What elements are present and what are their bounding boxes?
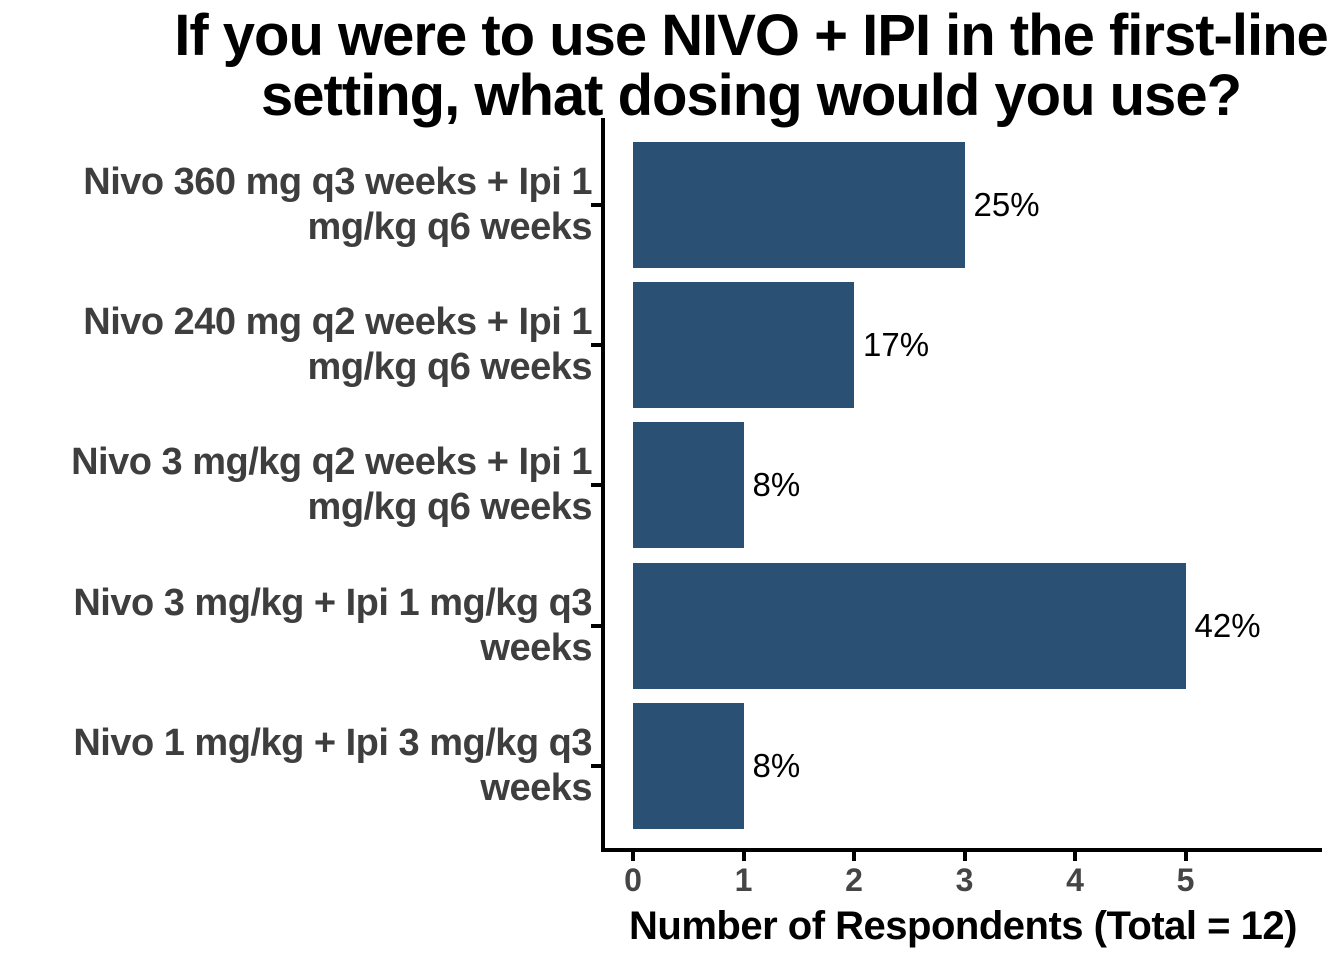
category-label: Nivo 360 mg q3 weeks + Ipi 1 mg/kg q6 wee… <box>30 160 592 250</box>
category-label-line: weeks <box>480 626 592 669</box>
x-axis-tick <box>1183 852 1188 861</box>
category-label: Nivo 3 mg/kg + Ipi 1 mg/kg q3 weeks <box>30 581 592 671</box>
category-label-line: mg/kg q6 weeks <box>307 345 593 388</box>
category-label: Nivo 1 mg/kg + Ipi 3 mg/kg q3 weeks <box>30 721 592 811</box>
category-label-line: Nivo 3 mg/kg q2 weeks + Ipi 1 <box>71 441 592 484</box>
category-label: Nivo 240 mg q2 weeks + Ipi 1 mg/kg q6 wee… <box>30 300 592 390</box>
y-axis-tick <box>591 764 603 769</box>
x-axis-tick-label: 5 <box>1176 862 1195 898</box>
bar <box>633 422 744 549</box>
category-label-line: mg/kg q6 weeks <box>307 486 593 529</box>
x-axis-tick-label: 4 <box>1066 862 1084 898</box>
bar-value-label: 42% <box>1194 606 1261 644</box>
x-axis-tick-label: 0 <box>624 862 642 898</box>
y-axis-tick <box>591 483 603 488</box>
y-axis-tick <box>591 623 603 628</box>
category-label-line: Nivo 1 mg/kg + Ipi 3 mg/kg q3 <box>73 722 592 765</box>
x-axis-tick-label: 2 <box>845 862 863 898</box>
x-axis-tick <box>631 852 635 861</box>
bar <box>633 141 965 268</box>
category-label-line: Nivo 360 mg q3 weeks + Ipi 1 <box>83 160 592 203</box>
x-axis-tick <box>852 852 856 861</box>
x-axis-line <box>601 848 1322 852</box>
bar <box>633 562 1186 689</box>
bar-value-label: 17% <box>863 325 930 363</box>
category-label-line: Nivo 240 mg q2 weeks + Ipi 1 <box>83 300 592 343</box>
category-label-line: mg/kg q6 weeks <box>307 205 593 248</box>
category-label: Nivo 3 mg/kg q2 weeks + Ipi 1 mg/kg q6 we… <box>30 440 592 530</box>
category-label-line: weeks <box>480 767 592 810</box>
y-axis-line <box>601 118 605 852</box>
x-axis-tick <box>1073 852 1077 861</box>
chart-title: If you were to use NIVO + IPI in the fir… <box>158 6 1344 126</box>
bar <box>633 703 744 830</box>
x-axis-tick-label: 3 <box>955 862 974 898</box>
x-axis-title: Number of Respondents (Total = 12) <box>629 904 1297 948</box>
x-axis-tick-label: 1 <box>734 862 753 898</box>
chart-title-line-1: If you were to use NIVO + IPI in the fir… <box>174 3 1329 68</box>
bar-value-label: 25% <box>973 185 1040 223</box>
category-label-line: Nivo 3 mg/kg + Ipi 1 mg/kg q3 <box>73 581 592 624</box>
chart-title-line-2: setting, what dosing would you use? <box>261 63 1242 128</box>
bar-value-label: 8% <box>752 466 801 504</box>
y-axis-tick <box>591 342 603 347</box>
y-axis-tick <box>591 202 603 207</box>
x-axis-tick <box>962 852 967 861</box>
bar <box>633 281 854 408</box>
bar-value-label: 8% <box>752 747 801 785</box>
x-axis-tick <box>741 852 746 861</box>
